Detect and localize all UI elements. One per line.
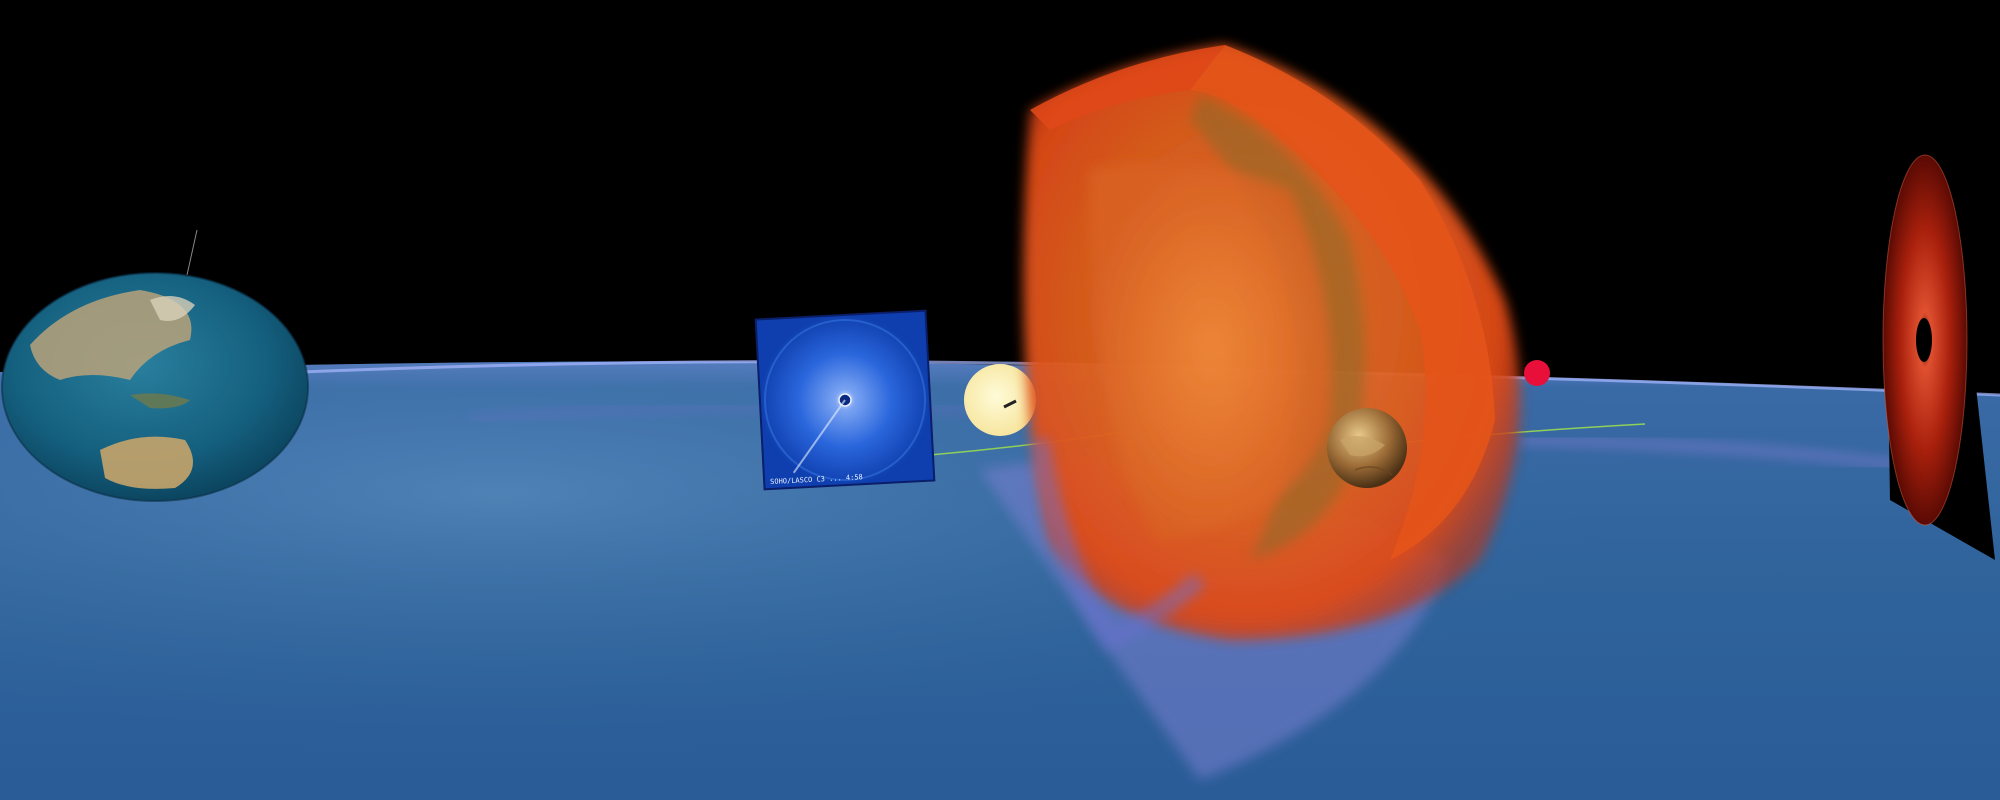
- cme-plasma-volume[interactable]: [1023, 45, 1521, 652]
- venus-globe[interactable]: [1327, 408, 1407, 488]
- red-marker[interactable]: [1524, 360, 1550, 386]
- sun-disk[interactable]: [964, 364, 1036, 436]
- coronagraph-red-image[interactable]: [1882, 150, 1995, 560]
- earth-globe[interactable]: [1, 229, 309, 502]
- coronagraph-blue-image[interactable]: SOHO/LASCO C3 ... 4:58: [754, 309, 936, 491]
